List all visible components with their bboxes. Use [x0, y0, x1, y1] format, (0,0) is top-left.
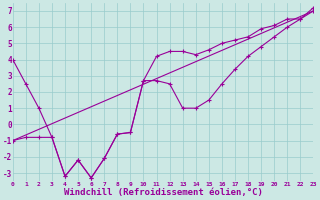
X-axis label: Windchill (Refroidissement éolien,°C): Windchill (Refroidissement éolien,°C): [64, 188, 262, 197]
